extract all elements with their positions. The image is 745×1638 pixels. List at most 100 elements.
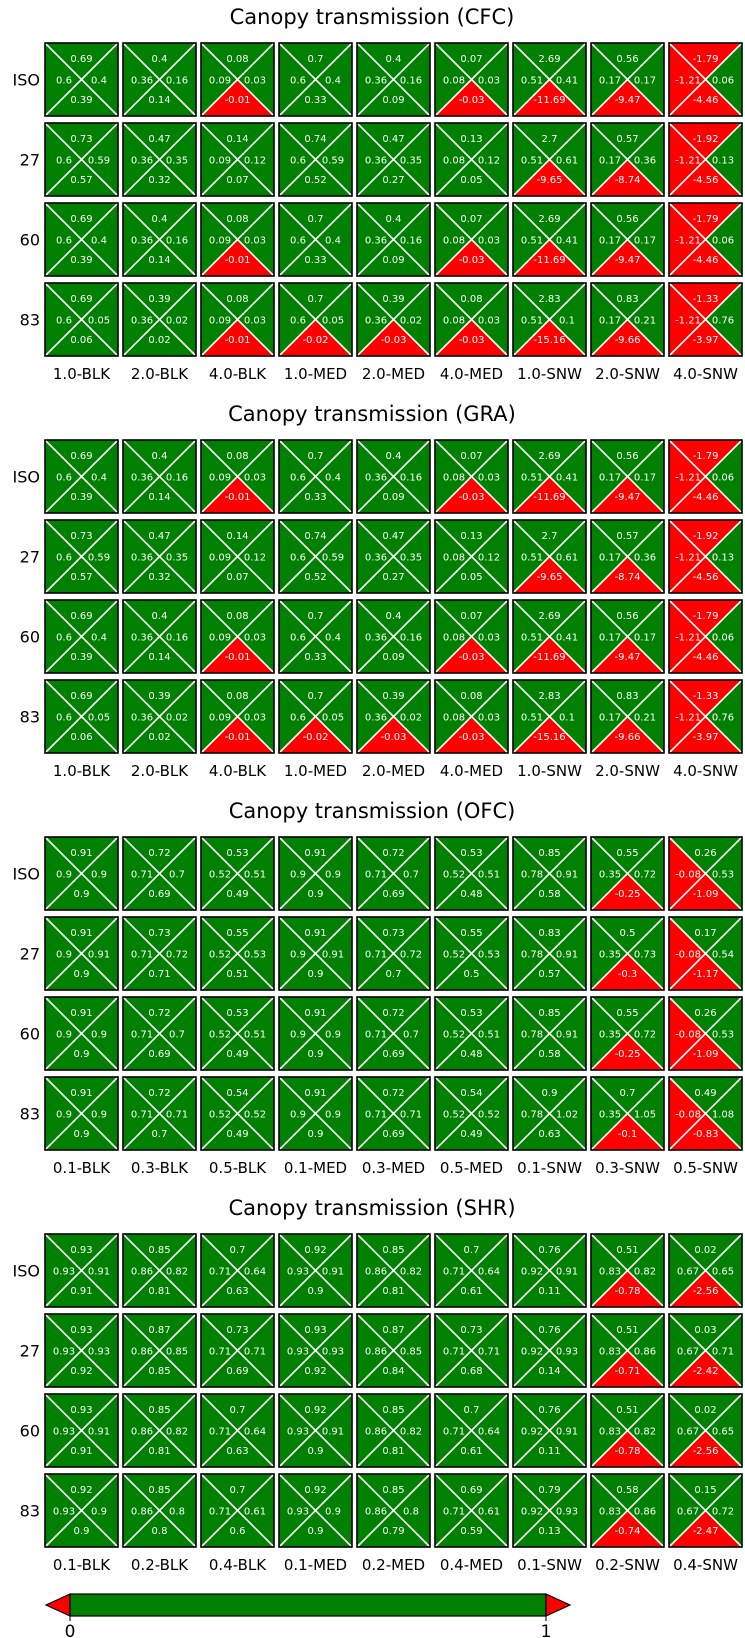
cell-border [356,1313,431,1388]
cell-border [200,42,275,117]
cell-value-label: 0.78 [521,870,543,881]
cell-value-label: 0.6 [290,633,306,644]
cell-triangle-bottom [669,953,742,990]
cell-value-label: 0.72 [400,950,422,961]
cell-triangle-bottom [513,1270,586,1307]
cell-triangle-bottom [45,319,118,356]
cell-border [200,1473,275,1548]
cell-triangle-right [159,1474,196,1547]
cell-triangle-bottom [591,1270,664,1307]
cell-triangle-right [159,203,196,276]
cell-value-label: 0.59 [88,156,110,167]
cell-triangle-left [201,837,238,910]
column-label: 0.1-BLK [53,1159,111,1177]
cell-triangle-left [435,1394,472,1467]
cell-value-label: 0.06 [712,236,734,247]
cell-value-label: 2.7 [542,134,558,145]
cell-triangle-top [201,1077,274,1114]
panel-title: Canopy transmission (GRA) [228,402,516,426]
cell-border [434,439,509,514]
cell-diagonal [122,679,197,754]
cell-triangle-top [201,1394,274,1431]
cell-value-label: 0.85 [148,1366,170,1377]
cell-value-label: 0.03 [478,713,500,724]
cell-value-label: 0.83 [616,691,638,702]
cell-value-label: 0.06 [712,473,734,484]
cell-value-label: -0.3 [618,969,638,980]
cell-triangle-bottom [435,873,508,910]
cell-triangle-bottom [435,556,508,593]
cell-border [668,1473,743,1548]
cell-value-label: 0.7 [386,969,402,980]
cell-diagonal [434,439,509,514]
cell-triangle-right [315,680,352,753]
cell-triangle-left [45,997,82,1070]
cell-triangle-bottom [513,1430,586,1467]
cell-triangle-bottom [45,873,118,910]
cell-triangle-left [513,837,550,910]
cell-diagonal [590,1393,665,1468]
cell-border [278,916,353,991]
cell-border [44,836,119,911]
cell-value-label: 0.09 [209,156,231,167]
cell-value-label: 0.16 [166,633,188,644]
cell-triangle-bottom [45,716,118,753]
cell-triangle-top [357,440,430,477]
cell-triangle-top [123,283,196,320]
cell-triangle-bottom [45,79,118,116]
cell-triangle-left [357,997,394,1070]
cell-value-label: -2.47 [693,1526,719,1537]
cell-value-label: 0.6 [56,473,72,484]
cell-triangle-left [435,1314,472,1387]
cell-triangle-bottom [357,1510,430,1547]
cell-triangle-bottom [591,636,664,673]
cell-triangle-left [357,837,394,910]
cell-value-label: -0.03 [381,732,407,743]
cell-value-label: 0.36 [365,633,387,644]
cell-diagonal [434,42,509,117]
cell-value-label: 0.4 [325,473,341,484]
cell-value-label: 0.91 [88,1267,110,1278]
cell-value-label: 0.82 [634,1427,656,1438]
cell-triangle-top [591,1474,664,1511]
cell-border [44,439,119,514]
cell-border [278,1393,353,1468]
cell-triangle-bottom [591,1033,664,1070]
cell-value-label: 2.69 [538,611,560,622]
cell-value-label: 0.91 [322,950,344,961]
cell-triangle-top [123,600,196,637]
cell-triangle-bottom [513,556,586,593]
heatmap-cell: 0.560.17 0.17-9.47 [590,42,665,117]
cell-border [356,282,431,357]
cell-value-label: 0.57 [616,134,638,145]
cell-border [122,1313,197,1388]
cell-triangle-right [627,203,664,276]
cell-triangle-top [591,43,664,80]
cell-diagonal [356,42,431,117]
cell-value-label: 0.17 [634,633,656,644]
cell-value-label: 0.72 [382,1008,404,1019]
cell-triangle-left [357,520,394,593]
cell-value-label: 0.86 [634,1347,656,1358]
cell-triangle-right [237,837,274,910]
cell-triangle-bottom [513,716,586,753]
cell-value-label: 0.7 [308,214,324,225]
cell-triangle-right [705,43,742,116]
cell-triangle-right [627,1474,664,1547]
cell-diagonal [590,42,665,117]
cell-triangle-top [591,520,664,557]
cell-value-label: 0.53 [712,1030,734,1041]
cell-triangle-bottom [45,1510,118,1547]
heatmap-cell: 0.26-0.08 0.53-1.09 [668,836,743,911]
cell-value-label: 0.92 [521,1347,543,1358]
cell-value-label: 0.6 [290,156,306,167]
cell-triangle-left [435,997,472,1070]
cell-diagonal [668,916,743,991]
cell-value-label: -0.03 [459,255,485,266]
cell-value-label: -0.25 [615,889,641,900]
cell-triangle-top [435,283,508,320]
cell-border [122,202,197,277]
heatmap-cell: 0.49-0.08 1.08-0.83 [668,1076,743,1151]
cell-value-label: 0.93 [287,1347,309,1358]
cell-triangle-top [513,203,586,240]
